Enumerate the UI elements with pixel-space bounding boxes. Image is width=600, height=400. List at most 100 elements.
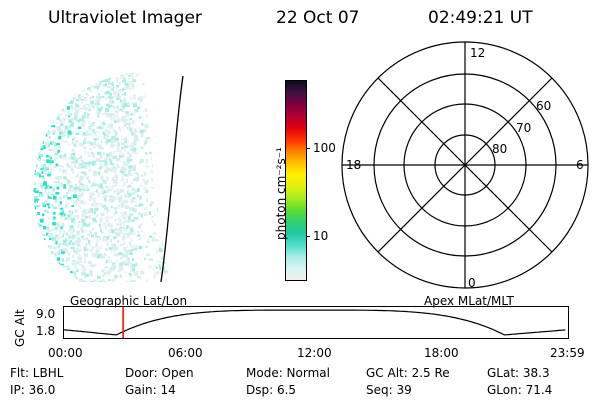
image-pixel	[66, 257, 70, 262]
image-pixel	[158, 191, 162, 196]
image-pixel	[108, 100, 113, 104]
image-pixel	[62, 101, 66, 105]
image-pixel	[72, 234, 76, 238]
image-pixel	[164, 278, 168, 282]
image-pixel	[114, 219, 117, 222]
image-pixel	[28, 242, 32, 245]
image-pixel	[132, 164, 136, 168]
image-pixel	[33, 247, 36, 251]
image-pixel	[108, 87, 111, 90]
image-pixel	[105, 80, 108, 83]
image-pixel	[155, 128, 159, 131]
image-pixel	[86, 185, 89, 189]
image-pixel	[101, 274, 105, 277]
image-pixel	[90, 76, 95, 80]
image-pixel	[68, 209, 71, 214]
image-pixel	[30, 94, 32, 97]
image-pixel	[96, 249, 100, 253]
image-pixel	[139, 203, 143, 207]
image-pixel	[140, 223, 144, 226]
image-pixel	[145, 189, 148, 194]
image-pixel	[27, 243, 29, 246]
image-pixel	[109, 92, 112, 97]
image-pixel	[64, 153, 67, 158]
image-pixel	[25, 168, 28, 170]
image-pixel	[158, 245, 161, 249]
image-pixel	[130, 228, 134, 232]
image-pixel	[43, 88, 47, 93]
image-pixel	[34, 131, 38, 135]
image-pixel	[31, 283, 35, 285]
image-pixel	[114, 247, 117, 250]
image-pixel	[106, 167, 110, 171]
image-pixel	[52, 132, 56, 135]
image-pixel	[133, 147, 136, 151]
image-pixel	[27, 145, 31, 148]
image-pixel	[110, 153, 113, 157]
image-pixel	[61, 140, 64, 143]
image-pixel	[160, 257, 165, 260]
image-pixel	[158, 95, 162, 97]
image-pixel	[57, 204, 61, 207]
image-pixel	[109, 72, 112, 75]
image-pixel	[148, 265, 151, 269]
image-pixel	[71, 94, 74, 97]
image-pixel	[58, 176, 62, 180]
image-pixel	[149, 258, 154, 262]
image-pixel	[92, 197, 97, 200]
image-pixel	[57, 250, 61, 252]
image-pixel	[133, 179, 136, 182]
image-pixel	[40, 111, 43, 115]
image-pixel	[154, 239, 159, 242]
image-pixel	[58, 270, 62, 275]
image-pixel	[64, 274, 67, 279]
image-pixel	[73, 250, 77, 253]
image-pixel	[117, 142, 120, 147]
image-pixel	[129, 232, 133, 235]
image-pixel	[90, 80, 93, 83]
image-pixel	[76, 104, 79, 108]
image-pixel	[54, 111, 59, 115]
image-pixel	[93, 232, 97, 234]
image-pixel	[108, 235, 112, 238]
image-pixel	[127, 127, 130, 131]
image-pixel	[29, 83, 32, 86]
image-pixel	[100, 212, 105, 217]
image-pixel	[108, 274, 111, 276]
image-pixel	[97, 107, 102, 112]
image-pixel	[39, 80, 43, 85]
image-pixel	[83, 171, 86, 176]
image-pixel	[136, 108, 139, 112]
y-tick-label: 1.8	[36, 324, 56, 338]
image-pixel	[76, 72, 80, 73]
image-pixel	[125, 72, 128, 76]
image-pixel	[108, 81, 112, 86]
image-pixel	[30, 273, 32, 275]
image-pixel	[68, 125, 72, 129]
image-pixel	[94, 207, 99, 211]
image-pixel	[54, 105, 57, 110]
image-pixel	[63, 248, 67, 252]
image-pixel	[38, 219, 40, 222]
image-pixel	[81, 267, 84, 270]
image-pixel	[47, 245, 52, 248]
image-pixel	[86, 72, 90, 76]
image-pixel	[121, 177, 124, 182]
image-pixel	[85, 242, 88, 247]
image-pixel	[54, 136, 59, 140]
image-pixel	[125, 200, 128, 205]
image-pixel	[35, 231, 38, 234]
image-pixel	[79, 284, 83, 287]
image-pixel	[56, 84, 60, 87]
image-pixel	[88, 164, 91, 168]
image-pixel	[129, 231, 133, 234]
image-pixel	[155, 266, 158, 270]
image-pixel	[82, 132, 86, 136]
image-pixel	[121, 108, 124, 113]
image-pixel	[59, 228, 63, 231]
image-pixel	[30, 222, 32, 224]
image-pixel	[64, 97, 68, 102]
image-pixel	[75, 199, 78, 202]
image-pixel	[99, 123, 103, 126]
image-pixel	[26, 133, 29, 135]
